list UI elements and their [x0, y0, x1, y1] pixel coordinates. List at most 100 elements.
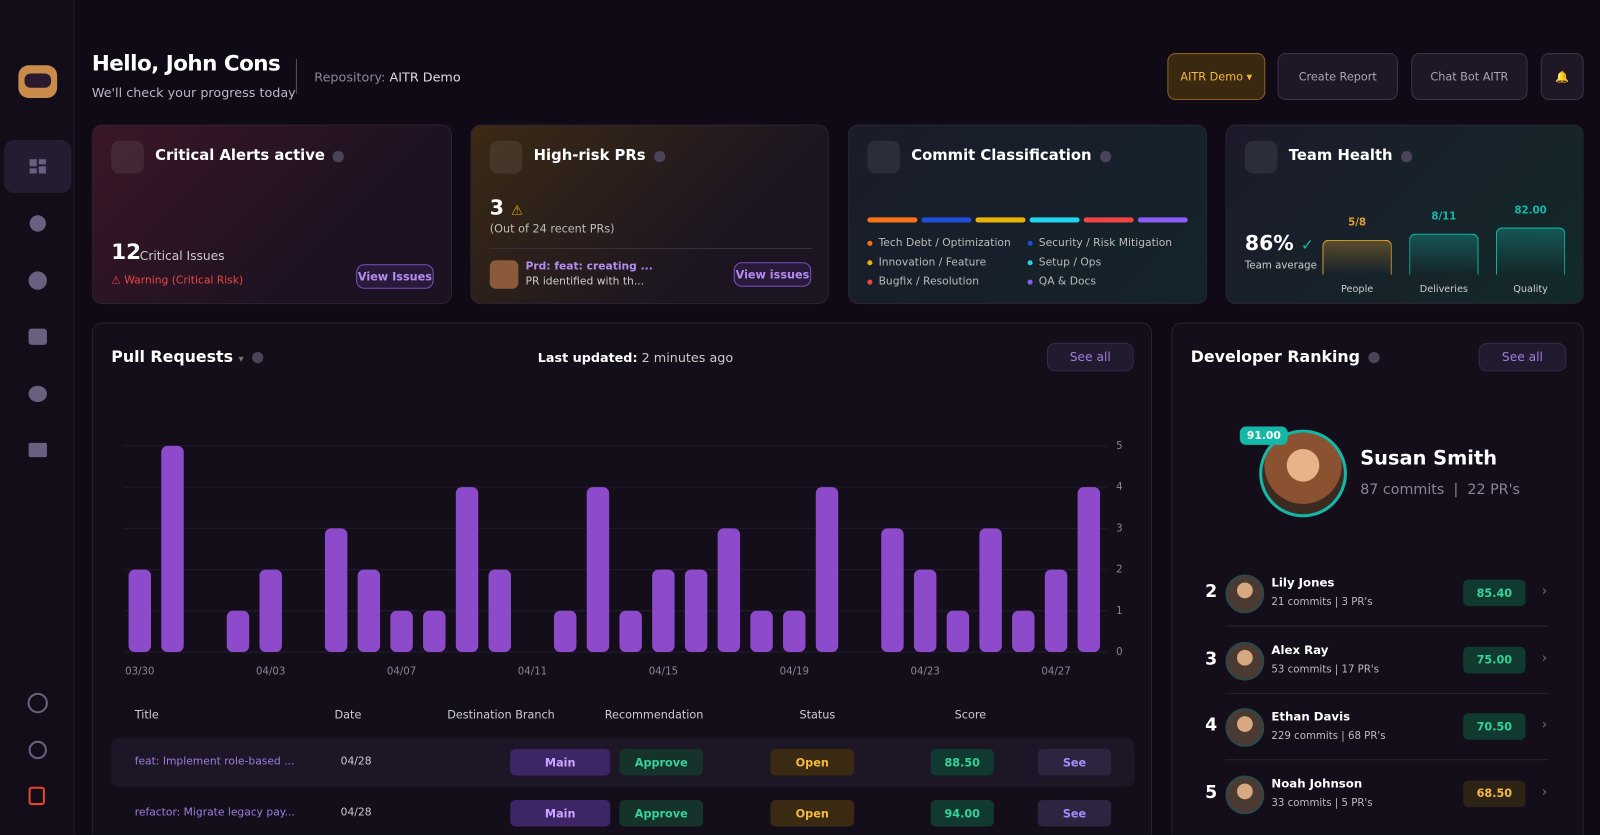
high-risk-card: High-risk PRs 3 ⚠ (Out of 24 recent PRs)…: [470, 124, 829, 305]
see-button[interactable]: See: [1037, 799, 1112, 827]
rank-stats: 21 commits | 3 PR's: [1271, 596, 1373, 609]
last-updated-value: 2 minutes ago: [641, 349, 734, 366]
project-select[interactable]: AITR Demo ▾: [1167, 53, 1266, 100]
x-tick-label: 04/23: [910, 666, 939, 677]
rank-separator: [1225, 692, 1548, 694]
view-issues-button[interactable]: View Issues: [356, 264, 434, 289]
create-report-button[interactable]: Create Report: [1277, 53, 1398, 100]
nav-dashboard[interactable]: [38, 159, 46, 165]
separator: [489, 247, 813, 249]
rank-name: Noah Johnson: [1271, 776, 1363, 791]
metric-bar: [1322, 239, 1392, 275]
rank-chevron[interactable]: ›: [1541, 650, 1548, 666]
x-tick-label: 04/27: [1041, 666, 1070, 677]
last-updated-label: Last updated:: [537, 349, 638, 366]
sidebar-icons: [4, 65, 72, 806]
card-icon: [1244, 140, 1278, 174]
pr-title: Prd: feat: creating ...: [525, 260, 653, 273]
critical-warning: ⚠ Warning (Critical Risk): [111, 274, 244, 287]
pr-date: 04/28: [340, 755, 372, 768]
column-header: Status: [799, 708, 836, 722]
nav-dashboard[interactable]: [29, 159, 37, 167]
bar: [717, 528, 741, 653]
score: 86%: [1244, 230, 1294, 256]
leader-commits: 87 commits: [1360, 481, 1445, 498]
rank-score: 85.40: [1463, 579, 1526, 607]
bar: [357, 569, 381, 653]
metric-bar: [1495, 227, 1566, 275]
bar: [324, 528, 348, 653]
divider: [295, 59, 297, 94]
team-score-label: Team average: [1244, 260, 1317, 272]
pr-title[interactable]: feat: Implement role-based ...: [134, 755, 295, 768]
nav-dashboard[interactable]: [38, 166, 46, 174]
branch-pill: Main: [510, 748, 611, 776]
legend-label: Innovation / Feature: [878, 256, 987, 269]
card-icon: [489, 140, 523, 174]
rank-name: Lily Jones: [1271, 575, 1335, 590]
classification-bar: [975, 217, 1026, 223]
rank-stats: 229 commits | 68 PR's: [1271, 730, 1386, 742]
bar: [913, 569, 937, 653]
see-button[interactable]: See: [1037, 748, 1112, 776]
rank-avatar: [1225, 708, 1265, 747]
panel-title: Pull Requests ▾: [111, 348, 264, 366]
leader-avatar: [1259, 429, 1347, 518]
nav-data[interactable]: [28, 385, 47, 403]
commit-classification-card: Commit Classification Tech Debt / Optimi…: [847, 124, 1208, 305]
repository-label: Repository:: [314, 69, 386, 85]
rank-chevron[interactable]: ›: [1541, 583, 1548, 599]
rank-avatar: [1225, 574, 1265, 614]
bar: [619, 610, 642, 653]
bar: [390, 610, 413, 653]
legend-dot: [867, 240, 873, 246]
rank-score: 70.50: [1463, 713, 1526, 740]
nav-settings[interactable]: [28, 740, 47, 760]
bar: [1077, 487, 1101, 653]
nav-reports[interactable]: [28, 328, 47, 345]
card-icon: [867, 140, 900, 174]
column-header: Date: [334, 708, 362, 722]
rank-name: Alex Ray: [1271, 642, 1329, 657]
chat-bot-button[interactable]: Chat Bot AITR: [1411, 53, 1528, 100]
view-issues-button[interactable]: View issues: [733, 262, 812, 287]
see-all-button[interactable]: See all: [1046, 342, 1134, 372]
nav-team[interactable]: [29, 215, 46, 232]
rank-chevron[interactable]: ›: [1541, 717, 1548, 733]
bar: [488, 569, 511, 653]
pr-date: 04/28: [340, 806, 372, 819]
legend-label: QA & Docs: [1038, 275, 1096, 288]
legend-label: Tech Debt / Optimization: [878, 236, 1011, 249]
rank-number: 2: [1205, 581, 1218, 603]
nav-active[interactable]: [4, 139, 72, 193]
nav-alerts[interactable]: [28, 271, 47, 290]
card-title-text: Critical Alerts active: [155, 147, 325, 165]
rank-avatar: [1225, 641, 1265, 681]
critical-count-label: Critical Issues: [139, 248, 225, 264]
nav-support[interactable]: [27, 692, 48, 714]
notifications-button[interactable]: 🔔: [1540, 53, 1584, 100]
card-title-text: Team Health: [1288, 147, 1393, 165]
card-title-text: High-risk PRs: [533, 147, 646, 165]
project-name: AITR Demo: [1180, 69, 1243, 84]
sidebar: [0, 0, 75, 835]
leader-prs: 22 PR's: [1467, 481, 1520, 498]
see-all-button[interactable]: See all: [1478, 342, 1567, 372]
rank-chevron[interactable]: ›: [1541, 784, 1548, 800]
metric-bar: [1409, 233, 1479, 275]
nav-logout[interactable]: [28, 786, 45, 806]
dropdown-icon[interactable]: ▾: [238, 354, 244, 366]
rank-separator: [1225, 625, 1548, 627]
rank-name: Ethan Davis: [1271, 709, 1351, 724]
metric-name: Quality: [1513, 283, 1548, 295]
score-pill: 94.00: [930, 799, 994, 827]
info-icon: [1400, 150, 1412, 162]
legend-item: Tech Debt / Optimization: [867, 236, 1011, 249]
classification-bar: [1029, 217, 1080, 223]
legend-dot: [1027, 240, 1033, 246]
info-icon: [653, 150, 665, 162]
pr-title[interactable]: refactor: Migrate legacy pay...: [134, 806, 295, 819]
bar: [1044, 569, 1068, 653]
nav-dashboard[interactable]: [29, 168, 37, 174]
nav-inbox[interactable]: [28, 442, 47, 458]
